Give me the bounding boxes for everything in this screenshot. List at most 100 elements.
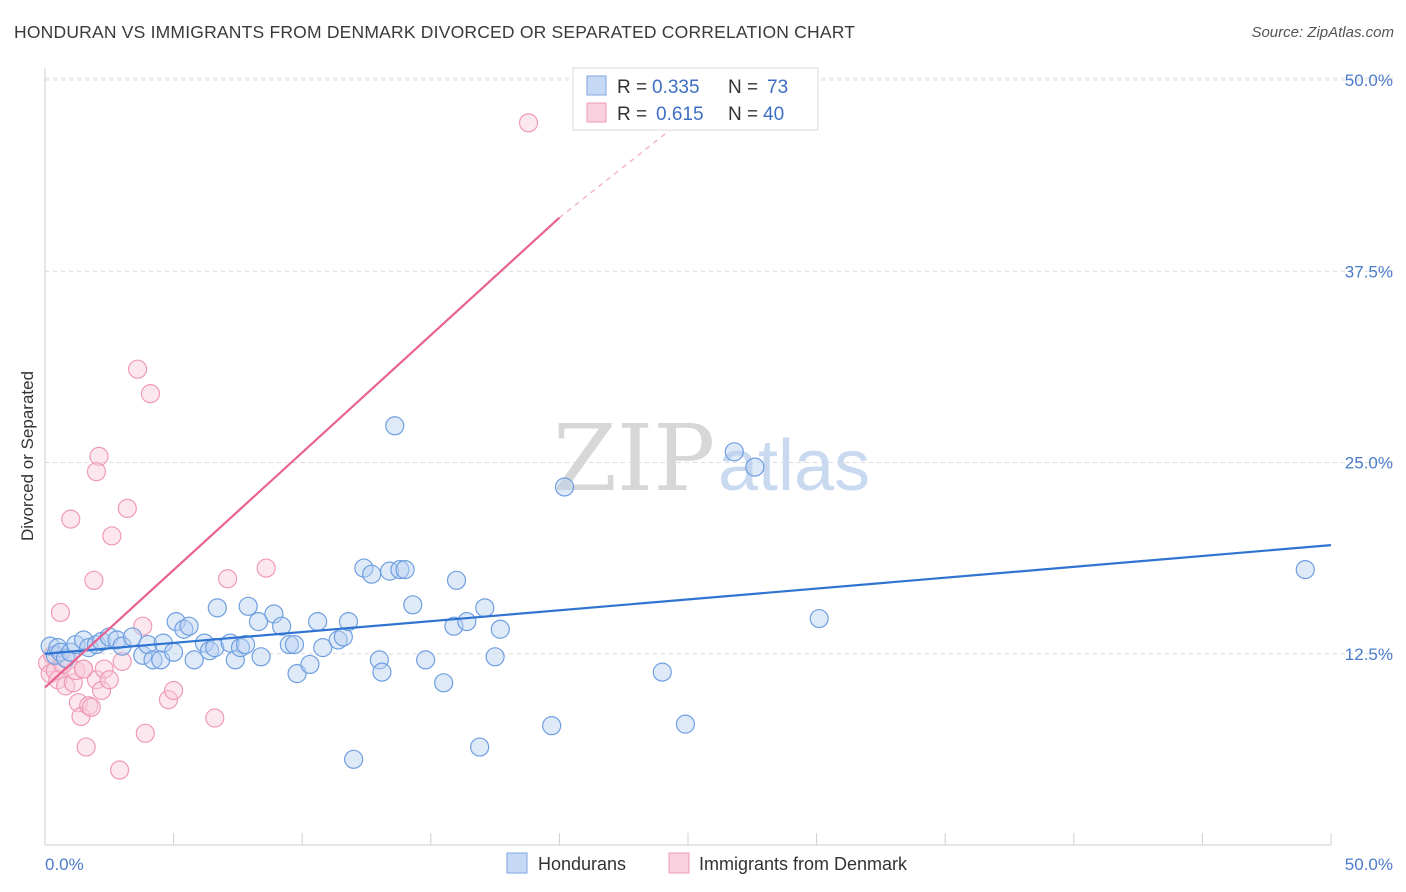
- point-immigrants-from-denmark: [218, 569, 238, 589]
- point-hondurans: [380, 561, 400, 581]
- point-hondurans: [444, 616, 464, 636]
- point-hondurans: [457, 612, 477, 632]
- point-hondurans: [403, 595, 423, 615]
- point-immigrants-from-denmark: [84, 570, 104, 590]
- point-immigrants-from-denmark: [109, 760, 130, 780]
- point-hondurans: [385, 416, 405, 436]
- point-hondurans: [313, 638, 333, 658]
- y-axis-label: Divorced or Separated: [18, 371, 37, 541]
- legend-box: R = 0.335 N = 73 R = 0.615 N = 40: [572, 67, 819, 131]
- point-immigrants-from-denmark: [66, 660, 86, 681]
- bottom-legend-swatch-hondurans: [506, 852, 528, 874]
- chart-source: Source: ZipAtlas.com: [1251, 24, 1394, 41]
- point-hondurans: [542, 716, 562, 736]
- point-immigrants-from-denmark: [63, 673, 83, 693]
- legend-r-value-2: 0.615: [656, 104, 704, 125]
- point-hondurans: [174, 619, 194, 639]
- point-hondurans: [328, 630, 348, 650]
- point-immigrants-from-denmark: [91, 680, 112, 701]
- y-tick-label: 12.5%: [1345, 645, 1393, 664]
- point-hondurans: [200, 641, 220, 661]
- point-hondurans: [390, 559, 410, 580]
- bottom-legend-swatch-denmark: [668, 852, 690, 874]
- point-hondurans: [179, 616, 199, 636]
- point-hondurans: [745, 457, 765, 477]
- point-immigrants-from-denmark: [55, 676, 76, 696]
- point-immigrants-from-denmark: [89, 446, 109, 466]
- legend-n-label-1: N =: [728, 77, 758, 98]
- point-immigrants-from-denmark: [164, 680, 184, 701]
- point-hondurans: [416, 650, 436, 670]
- y-tick-label: 25.0%: [1345, 454, 1393, 473]
- point-hondurans: [475, 598, 495, 618]
- legend-box-frame: [572, 67, 819, 131]
- point-hondurans: [369, 650, 389, 670]
- point-immigrants-from-denmark: [518, 113, 539, 133]
- watermark-atlas: atlas: [718, 426, 870, 506]
- point-hondurans: [251, 647, 271, 667]
- point-immigrants-from-denmark: [102, 526, 122, 546]
- point-hondurans: [300, 654, 320, 675]
- y-tick-labels: 12.5% 25.0% 37.5% 50.0%: [1345, 71, 1393, 664]
- point-hondurans: [809, 608, 829, 629]
- trendline-immigrants-from-denmark-extension: [558, 125, 676, 219]
- chart-title: HONDURAN VS IMMIGRANTS FROM DENMARK DIVO…: [14, 22, 856, 42]
- point-hondurans: [485, 647, 505, 667]
- point-immigrants-from-denmark: [158, 690, 179, 710]
- gridlines: [45, 77, 1393, 655]
- point-immigrants-from-denmark: [127, 359, 148, 379]
- legend-n-value-1: 73: [767, 77, 788, 98]
- point-hondurans: [207, 598, 227, 618]
- point-hondurans: [40, 636, 60, 656]
- series-immigrants-from-denmark: [37, 113, 539, 780]
- point-hondurans: [279, 634, 299, 655]
- trendlines: [44, 125, 1332, 689]
- point-hondurans: [166, 612, 186, 632]
- point-immigrants-from-denmark: [205, 708, 225, 728]
- point-immigrants-from-denmark: [117, 498, 137, 518]
- point-hondurans: [395, 559, 415, 580]
- bottom-legend: Hondurans Immigrants from Denmark: [506, 852, 908, 874]
- point-immigrants-from-denmark: [81, 697, 101, 717]
- point-hondurans: [338, 612, 359, 632]
- x-tick-label-max: 50.0%: [1345, 855, 1393, 874]
- y-tick-label: 50.0%: [1345, 71, 1393, 90]
- point-hondurans: [225, 650, 245, 670]
- point-hondurans: [490, 619, 510, 639]
- legend-swatch-pink: [586, 102, 607, 123]
- point-hondurans: [236, 634, 256, 655]
- point-hondurans: [1295, 559, 1315, 580]
- legend-swatch-blue: [586, 75, 607, 96]
- point-immigrants-from-denmark: [256, 558, 276, 578]
- bottom-legend-label-hondurans: Hondurans: [538, 854, 626, 874]
- point-hondurans: [272, 616, 292, 636]
- legend-n-value-2: 40: [763, 104, 784, 125]
- point-hondurans: [652, 662, 672, 682]
- point-hondurans: [107, 630, 127, 650]
- point-immigrants-from-denmark: [73, 659, 94, 679]
- x-tick-label-min: 0.0%: [45, 855, 84, 874]
- point-hondurans: [238, 596, 258, 616]
- point-hondurans: [554, 477, 575, 497]
- trendline-hondurans: [44, 544, 1332, 655]
- point-hondurans: [230, 638, 251, 658]
- point-immigrants-from-denmark: [99, 670, 119, 690]
- point-immigrants-from-denmark: [135, 723, 155, 743]
- point-hondurans: [372, 662, 392, 682]
- watermark: ZIP atlas: [553, 405, 870, 512]
- point-hondurans: [164, 642, 184, 662]
- x-ticks: [44, 833, 1332, 845]
- point-hondurans: [264, 604, 284, 624]
- point-hondurans: [362, 564, 382, 584]
- point-hondurans: [470, 737, 490, 757]
- point-immigrants-from-denmark: [76, 737, 96, 757]
- point-immigrants-from-denmark: [86, 462, 107, 482]
- legend-r-label-2: R =: [617, 104, 647, 125]
- point-hondurans: [446, 570, 467, 590]
- point-hondurans: [344, 749, 364, 769]
- point-immigrants-from-denmark: [94, 659, 114, 679]
- y-tick-label: 37.5%: [1345, 262, 1393, 281]
- point-hondurans: [248, 612, 269, 632]
- legend-n-label-2: N =: [728, 104, 758, 125]
- point-hondurans: [354, 558, 374, 578]
